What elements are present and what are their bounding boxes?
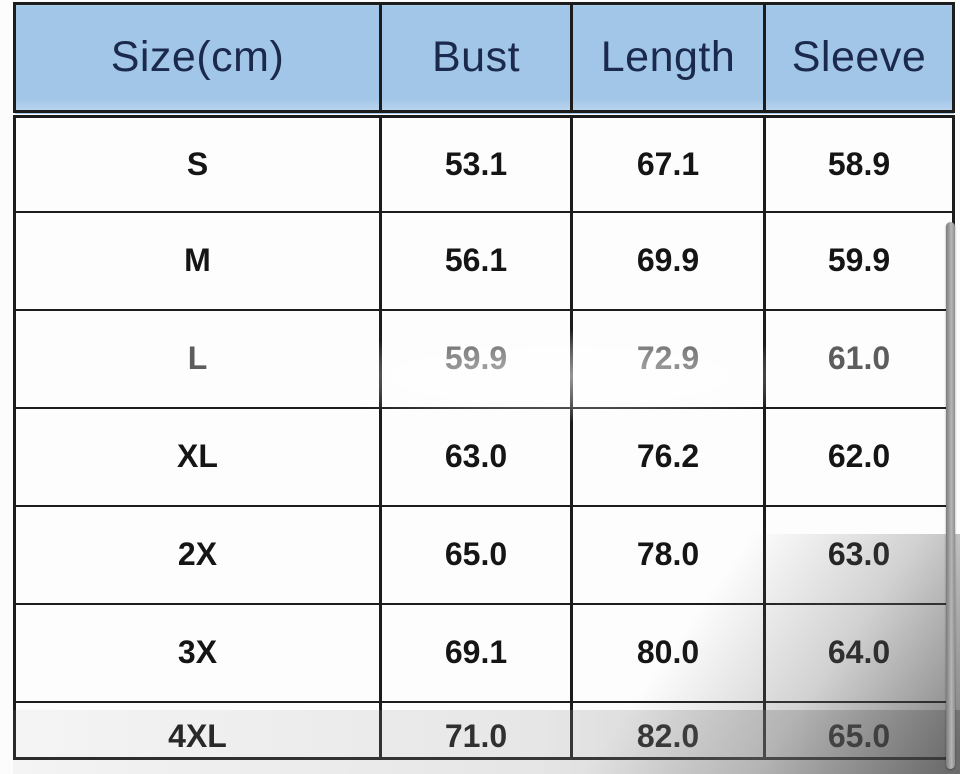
cell-bust: 69.1 [379,602,573,703]
cell-sleeve: 63.0 [763,504,955,605]
cell-size: XL [13,406,382,507]
cell-bust: 63.0 [379,406,573,507]
cell-bust: 59.9 [379,308,573,409]
cell-sleeve: 64.0 [763,602,955,703]
header-size-cm: Size(cm) [13,3,382,118]
cell-length: 78.0 [570,504,766,605]
table-row-2x: 2X 65.0 78.0 63.0 [13,504,955,605]
cell-length: 67.1 [570,112,766,213]
cell-sleeve: 59.9 [763,210,955,311]
cell-bust: 56.1 [379,210,573,311]
cell-sleeve: 61.0 [763,308,955,409]
cell-size: 3X [13,602,382,703]
header-row: Size(cm) Bust Length Sleeve [13,3,955,118]
table-row-l: L 59.9 72.9 61.0 [13,308,955,409]
table-row-m: M 56.1 69.9 59.9 [13,210,955,311]
cell-bust: 53.1 [379,112,573,213]
cell-length: 76.2 [570,406,766,507]
cell-size: M [13,210,382,311]
cell-length: 82.0 [570,700,766,759]
cell-length: 80.0 [570,602,766,703]
size-chart-table: Size(cm) Bust Length Sleeve S 53.1 67.1 … [13,2,955,760]
table-row-s: S 53.1 67.1 58.9 [13,112,955,213]
header-bust: Bust [379,3,573,118]
cell-bust: 65.0 [379,504,573,605]
cell-bust: 71.0 [379,700,573,759]
cell-sleeve: 62.0 [763,406,955,507]
cell-size: L [13,308,382,409]
cell-length: 72.9 [570,308,766,409]
table-row-3x: 3X 69.1 80.0 64.0 [13,602,955,703]
cell-sleeve: 58.9 [763,112,955,213]
header-length: Length [570,3,766,118]
cell-size: 4XL [13,700,382,759]
cell-sleeve: 65.0 [763,700,955,759]
header-sleeve: Sleeve [763,3,955,118]
table-row-xl: XL 63.0 76.2 62.0 [13,406,955,507]
scrollbar-thumb[interactable] [946,222,955,769]
cell-size: 2X [13,504,382,605]
table-row-4xl: 4XL 71.0 82.0 65.0 [13,700,955,759]
cell-length: 69.9 [570,210,766,311]
cell-size: S [13,112,382,213]
